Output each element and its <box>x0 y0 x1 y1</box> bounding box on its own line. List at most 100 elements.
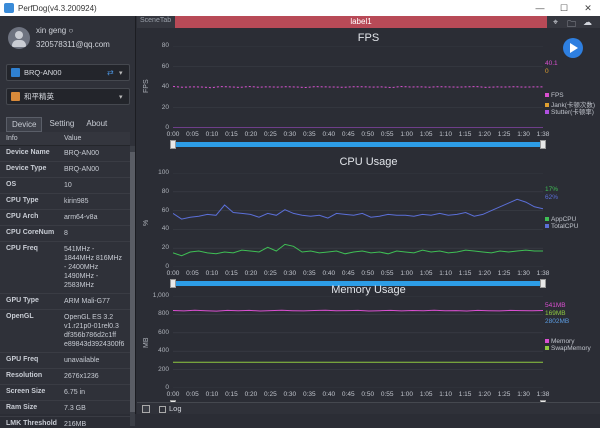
legend-item[interactable]: FPS <box>545 92 564 99</box>
scene-tab[interactable]: SceneTab <box>140 17 172 24</box>
slider-handle-end[interactable] <box>540 279 546 288</box>
legend-item[interactable]: TotalCPU <box>545 223 578 230</box>
x-tick-label: 0:50 <box>361 391 375 398</box>
x-tick-label: 0:25 <box>264 270 277 277</box>
window-title: PerfDog(v4.3.200924) <box>18 3 97 13</box>
info-value: unavailable <box>64 357 100 364</box>
tab-setting[interactable]: Setting <box>49 119 75 128</box>
slider-handle-end[interactable] <box>540 140 546 149</box>
table-row: CPU CoreNum 8 <box>0 226 130 242</box>
series-line <box>173 309 543 312</box>
app-select-value: 和平精英 <box>24 92 54 101</box>
x-tick-label: 1:30 <box>517 391 530 398</box>
legend-swatch <box>545 224 549 229</box>
slider-handle-start[interactable] <box>170 279 176 288</box>
current-value: 17% <box>545 186 559 193</box>
time-range-slider[interactable] <box>170 279 546 288</box>
close-button[interactable]: ✕ <box>584 2 592 13</box>
legend-label: AppCPU <box>551 216 577 223</box>
link-icon[interactable]: ⇄ <box>107 68 114 77</box>
legend-item[interactable]: Jank(卡顿次数) <box>545 99 595 109</box>
legend-swatch <box>545 103 549 108</box>
legend-swatch <box>545 346 549 351</box>
avatar[interactable] <box>8 27 30 49</box>
info-value: 6.75 in <box>64 389 86 396</box>
legend-item[interactable]: AppCPU <box>545 216 576 223</box>
y-tick-label: 0 <box>165 263 169 270</box>
label-strip[interactable]: label1 <box>175 16 547 28</box>
table-row: CPU Arch arm64-v8a <box>0 210 130 226</box>
info-value: 10 <box>64 182 72 189</box>
x-tick-label: 1:00 <box>400 391 413 398</box>
legend-swatch <box>545 110 549 115</box>
info-key: CPU Type <box>6 197 39 204</box>
x-tick-label: 0:15 <box>225 391 238 398</box>
scrollbar-thumb[interactable] <box>130 152 135 412</box>
table-row: Resolution 2676x1236 <box>0 369 130 385</box>
info-key: CPU Arch <box>6 213 39 220</box>
tab-device[interactable]: Device <box>6 117 43 132</box>
legend-item[interactable]: Stutter(卡顿率) <box>545 106 594 116</box>
stop-button[interactable] <box>142 405 150 413</box>
y-tick-label: 600 <box>158 328 169 336</box>
status-icon: ○ <box>68 26 74 35</box>
maximize-button[interactable]: ☐ <box>559 2 569 13</box>
y-tick-label: 1,000 <box>152 292 169 299</box>
header-info: Info <box>6 135 18 142</box>
chart-title: CPU Usage <box>339 156 398 168</box>
x-tick-label: 0:00 <box>166 270 180 277</box>
legend-label: TotalCPU <box>551 223 579 230</box>
device-select[interactable]: BRQ-AN00 ⇄ ▾ <box>6 64 130 81</box>
x-tick-label: 1:15 <box>458 131 472 138</box>
bottom-bar: Log <box>137 402 600 414</box>
minimize-button[interactable]: — <box>535 3 545 13</box>
legend-item[interactable]: SwapMemory <box>545 345 591 352</box>
info-scrollbar[interactable] <box>130 146 135 426</box>
x-tick-label: 0:05 <box>186 391 199 398</box>
legend-item[interactable]: Memory <box>545 338 574 345</box>
info-key: Device Type <box>6 165 47 172</box>
x-tick-label: 0:25 <box>264 391 277 398</box>
location-icon[interactable]: ⌖ <box>553 17 559 27</box>
current-value: 2802MB <box>545 318 570 325</box>
x-tick-label: 1:38 <box>536 270 550 277</box>
cloud-icon[interactable]: ☁ <box>583 17 592 27</box>
app-select[interactable]: 和平精英 ▾ <box>6 88 130 105</box>
x-tick-label: 1:00 <box>400 131 413 138</box>
tab-about[interactable]: About <box>86 119 108 128</box>
y-tick-label: 80 <box>161 187 169 195</box>
info-key: CPU CoreNum <box>6 229 55 236</box>
log-checkbox[interactable] <box>159 406 166 413</box>
x-tick-label: 0:30 <box>283 270 297 277</box>
x-tick-label: 0:40 <box>322 270 336 277</box>
table-row: Screen Size 6.75 in <box>0 385 130 401</box>
table-row: CPU Freq 541MHz - 1844MHz 816MHz - 2400MH… <box>0 242 130 294</box>
table-row: GPU Type ARM Mali-G77 <box>0 294 130 310</box>
x-tick-label: 1:05 <box>419 391 433 398</box>
log-label: Log <box>169 404 182 413</box>
device-select-value: BRQ-AN00 <box>24 68 62 77</box>
x-axis-ticks: 0:00 0:05 0:10 0:15 0:20 0:25 0:30 0:35 0:40 0:45… <box>167 391 550 399</box>
slider-handle-start[interactable] <box>170 140 176 149</box>
table-row: LMK Threshold 216MB <box>0 417 130 428</box>
legend-label: Stutter(卡顿率) <box>551 109 594 116</box>
chevron-down-icon: ▾ <box>119 69 123 77</box>
folder-icon[interactable]: 🗀 <box>567 19 577 29</box>
chart-title: Memory Usage <box>331 284 406 296</box>
x-tick-label: 0:00 <box>166 391 180 398</box>
y-tick-label: 40 <box>161 83 169 90</box>
x-tick-label: 0:35 <box>302 391 316 398</box>
info-value: 7.3 GB <box>64 405 86 412</box>
x-tick-label: 0:55 <box>380 270 394 277</box>
series-line <box>173 243 543 257</box>
series-line <box>173 85 543 89</box>
y-tick-label: 100 <box>158 169 169 176</box>
time-range-slider[interactable] <box>170 140 546 149</box>
x-tick-label: 1:38 <box>536 131 550 138</box>
info-key: LMK Threshold <box>6 420 57 427</box>
play-button[interactable] <box>563 38 583 58</box>
info-key: Screen Size <box>6 388 46 395</box>
x-tick-label: 0:15 <box>225 131 238 138</box>
x-tick-label: 0:50 <box>361 131 375 138</box>
x-tick-label: 0:05 <box>186 270 199 277</box>
